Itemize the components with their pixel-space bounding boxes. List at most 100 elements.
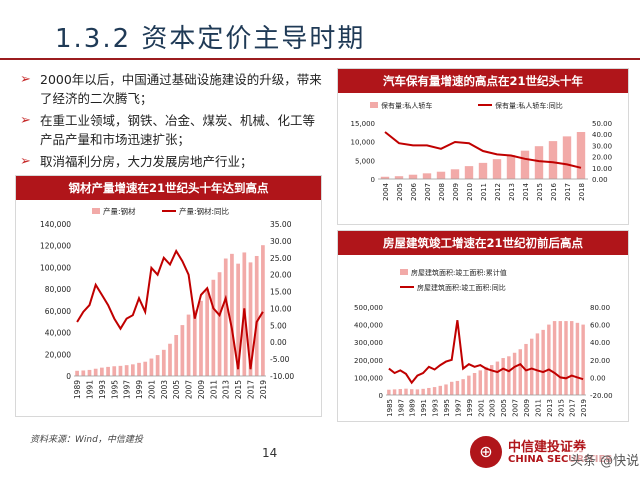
legend-swatch-bar — [370, 102, 378, 108]
bar — [100, 367, 104, 376]
x-tick-label: 2011 — [534, 399, 542, 417]
y-tick-label-left: 120,000 — [40, 242, 71, 251]
bar — [570, 321, 574, 395]
bar — [398, 389, 402, 395]
x-tick-label: 1993 — [98, 380, 107, 399]
x-tick-label: 2013 — [222, 380, 231, 399]
y-tick-label-right: 20.00 — [590, 357, 610, 365]
bar — [512, 352, 517, 395]
bar — [421, 388, 425, 395]
y-tick-label-right: -10.00 — [270, 372, 294, 381]
bullet-item: ➢ 取消福利分房，大力发展房地产行业； — [20, 152, 325, 171]
x-tick-label: 2014 — [522, 182, 530, 200]
x-tick-label: 2017 — [564, 183, 572, 201]
chart-title: 汽车保有量增速的高点在21世纪头十年 — [338, 69, 628, 93]
legend-label: 房屋建筑面积:竣工面积:同比 — [417, 283, 506, 292]
watermark: 头条 @快说 — [570, 450, 640, 469]
x-tick-label: 2015 — [536, 183, 544, 201]
bullet-text: 在重工业领域，钢铁、冶金、煤炭、机械、化工等产品产量和市场迅速扩张； — [40, 113, 316, 147]
bar — [192, 310, 197, 376]
y-tick-label-left: 5,000 — [355, 157, 375, 165]
bar — [106, 366, 110, 376]
bar — [492, 159, 502, 179]
x-tick-label: 2019 — [580, 399, 588, 417]
bar — [506, 155, 516, 179]
bar — [112, 366, 117, 376]
page-title: 1.3.2 资本定价主导时期 — [55, 24, 366, 54]
x-tick-label: 2015 — [557, 399, 565, 417]
x-tick-label: 1997 — [454, 399, 462, 417]
x-tick-label: 1995 — [443, 399, 451, 417]
x-tick-label: 2001 — [147, 380, 156, 399]
bar — [124, 365, 129, 376]
x-tick-label: 1995 — [110, 380, 119, 399]
car-chart: 保有量:私人轿车 保有量:私人轿车:同比 0 5,000 10,000 15,000 0.0… — [351, 101, 613, 201]
x-tick-label: 2018 — [578, 183, 586, 201]
x-tick-label: 2004 — [382, 182, 390, 200]
x-tick-label: 1999 — [466, 399, 474, 417]
y-tick-label-left: 20,000 — [45, 350, 71, 359]
bar — [484, 366, 488, 395]
y-tick-label-left: 60,000 — [45, 307, 71, 316]
x-tick-label: 2005 — [500, 399, 508, 417]
bar — [450, 169, 460, 179]
bar — [155, 355, 160, 376]
bar — [547, 324, 551, 395]
legend-label: 产量:钢材:同比 — [179, 206, 230, 216]
y-tick-label-right: 50.00 — [592, 120, 612, 128]
bar — [467, 375, 471, 395]
bar — [427, 387, 431, 395]
y-tick-label-left: 0 — [66, 372, 71, 381]
bar — [130, 364, 135, 376]
growth-line — [384, 131, 582, 169]
bar — [450, 381, 454, 395]
x-tick-label: 1993 — [432, 399, 440, 417]
arrow-bullet-icon: ➢ — [20, 113, 31, 128]
bar — [380, 176, 390, 179]
bar — [87, 369, 92, 376]
y-tick-label-left: 0 — [379, 392, 383, 400]
y-tick-label-right: 20.00 — [592, 154, 612, 162]
y-tick-label-right: 15.00 — [270, 288, 292, 297]
y-tick-label-right: 60.00 — [590, 322, 610, 330]
bar — [576, 131, 586, 179]
bar — [530, 338, 534, 395]
y-tick-label-right: 30.00 — [270, 237, 292, 246]
y-tick-label-right: -5.00 — [270, 355, 290, 364]
growth-line — [388, 320, 584, 385]
x-tick-label: 1991 — [420, 399, 428, 417]
bar — [143, 361, 148, 376]
bar — [478, 370, 482, 395]
x-tick-label: 2011 — [480, 183, 488, 201]
legend-label: 产量:钢材 — [103, 206, 136, 216]
x-tick-label: 2009 — [523, 399, 531, 417]
bar — [137, 362, 141, 376]
y-tick-label-right: 0.00 — [592, 176, 608, 184]
y-tick-label-left: 15,000 — [351, 120, 376, 128]
bar — [507, 356, 511, 395]
x-tick-label: 2007 — [512, 399, 520, 417]
bar — [217, 272, 222, 376]
bar — [199, 300, 203, 376]
x-tick-label: 2017 — [247, 380, 256, 399]
bullet-text: 取消福利分房，大力发展房地产行业； — [40, 154, 253, 169]
bar — [432, 387, 437, 395]
bullet-item: ➢ 2000年以后，中国通过基础设施建设的升级，带来了经济的二次腾飞； — [20, 70, 325, 108]
bar — [236, 263, 240, 376]
bar — [230, 253, 234, 376]
x-tick-label: 2011 — [209, 380, 218, 399]
growth-line — [76, 248, 264, 370]
y-tick-label-left: 400,000 — [354, 322, 383, 330]
bar — [394, 176, 404, 179]
housing-chart-panel: 房屋建筑竣工增速在21世纪初前后高点 房屋建筑面积:竣工面积:累计值 房屋建筑面积… — [337, 230, 629, 422]
bar — [495, 361, 500, 395]
y-tick-label-left: 80,000 — [45, 285, 71, 294]
x-tick-label: 1991 — [85, 380, 94, 399]
chart-title: 钢材产量增速在21世纪头十年达到高点 — [16, 176, 321, 200]
y-tick-label-left: 500,000 — [354, 304, 383, 312]
steel-chart-panel: 钢材产量增速在21世纪头十年达到高点 产量:钢材 产量:钢材:同比 0 20,000 4… — [15, 175, 322, 417]
y-tick-label-left: 300,000 — [354, 339, 383, 347]
y-tick-label-left: 200,000 — [354, 357, 383, 365]
bar — [436, 171, 446, 179]
